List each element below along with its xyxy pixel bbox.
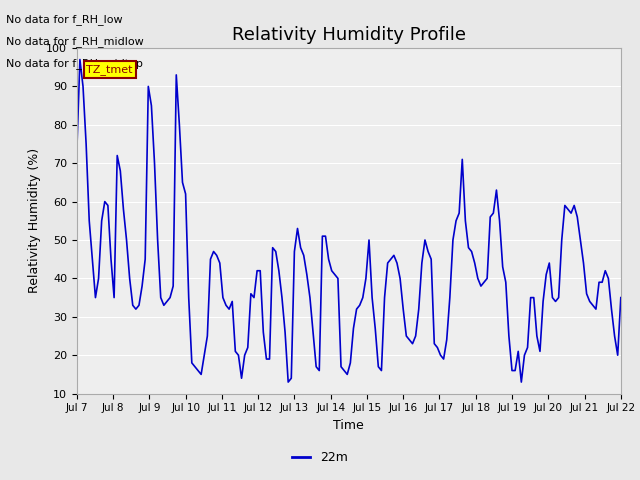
Text: TZ_tmet: TZ_tmet (86, 64, 133, 75)
Legend: 22m: 22m (287, 446, 353, 469)
Y-axis label: Relativity Humidity (%): Relativity Humidity (%) (28, 148, 40, 293)
Text: No data for f_RH_midtop: No data for f_RH_midtop (6, 58, 143, 69)
Title: Relativity Humidity Profile: Relativity Humidity Profile (232, 25, 466, 44)
X-axis label: Time: Time (333, 419, 364, 432)
Text: No data for f_RH_midlow: No data for f_RH_midlow (6, 36, 144, 47)
Text: No data for f_RH_low: No data for f_RH_low (6, 14, 123, 25)
